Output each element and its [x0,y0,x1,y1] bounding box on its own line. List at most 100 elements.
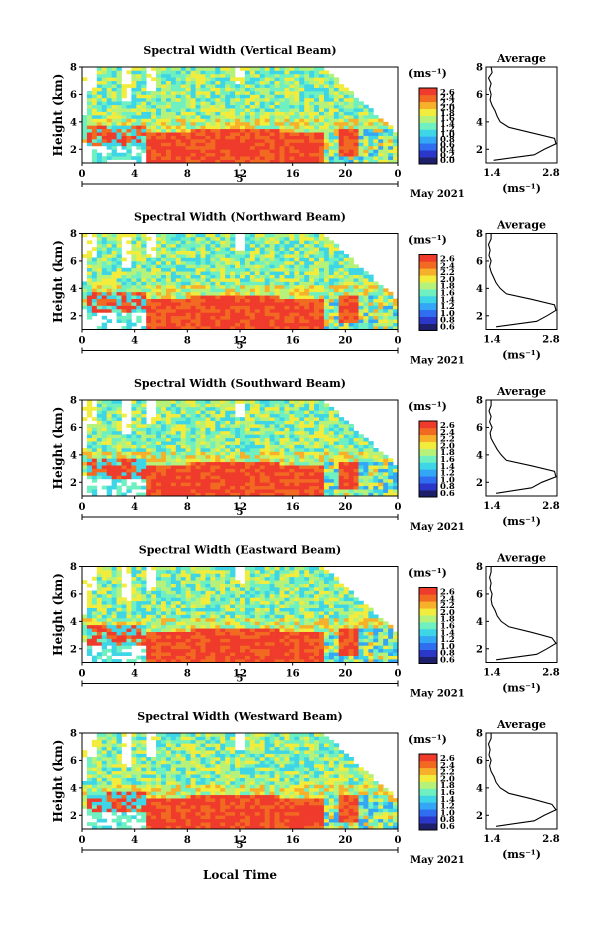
heatmap-cell [279,267,285,272]
heatmap-cell [358,312,364,317]
heatmap-cell [244,236,251,241]
heatmap-cell [200,125,206,130]
heatmap-cell [244,101,251,106]
heatmap-cell [161,257,167,262]
heatmap-cell [96,652,103,656]
heatmap-cell [91,115,98,119]
heatmap-cell [363,441,369,445]
heatmap-cell [259,159,266,164]
heatmap-cell [274,291,280,296]
heatmap-cell [328,260,335,265]
heatmap-cell [343,108,349,112]
heatmap-cell [284,319,290,323]
heatmap-cell [185,233,191,238]
heatmap-cell [200,156,206,160]
heatmap-cell [175,236,182,241]
heatmap-cell [323,267,330,272]
heatmap-cell [323,441,330,445]
heatmap-cell [210,271,216,275]
heatmap-cell [190,434,196,439]
heatmap-cell [269,288,275,293]
heatmap-cell [111,302,117,306]
heatmap-cell [254,278,261,282]
heatmap-cell [185,67,191,71]
heatmap-cell [259,420,266,425]
heatmap-cell [378,298,384,303]
heatmap-cell [309,128,315,133]
heatmap-cell [190,260,196,265]
heatmap-cell [156,482,162,487]
heatmap-cell [170,410,177,415]
heatmap-cell [136,410,142,415]
heatmap-cell [106,573,112,578]
heatmap-cell [161,250,167,255]
heatmap-cell [141,247,147,251]
heatmap-cell [368,128,374,133]
heatmap-cell [106,298,112,303]
heatmap-cell [185,424,191,428]
heatmap-cell [323,97,330,102]
heatmap-cell [96,631,103,636]
heatmap-cell [383,482,389,487]
heatmap-cell [279,305,285,310]
heatmap-cell [274,478,280,483]
heatmap-cell [141,240,147,245]
heatmap-cell [185,264,191,269]
heatmap-cell [284,305,290,310]
x-tick-label: 8 [184,502,191,513]
heatmap-cell [338,104,345,109]
heatmap-cell [161,108,167,112]
heatmap-cell [284,281,290,286]
heatmap-cell [86,645,93,650]
heatmap-cell [309,298,315,303]
heatmap-cell [319,489,325,493]
heatmap-cell [309,326,315,330]
heatmap-cell [343,424,349,428]
heatmap-cell [131,417,137,421]
heatmap-cell [91,132,98,136]
heatmap-cell [225,319,231,323]
heatmap-cell [215,142,221,147]
heatmap-cell [136,444,142,449]
heatmap-cell [205,326,211,330]
heatmap-cell [338,489,345,493]
heatmap-cell [185,132,191,136]
heatmap-cell [215,257,221,262]
heatmap-cell [205,70,211,75]
heatmap-cell [333,424,340,428]
colorbar-tick-label: 1.0 [440,130,455,140]
heatmap-cell [314,149,320,154]
heatmap-cell [106,587,112,591]
heatmap-cell [220,111,226,116]
heatmap-cell [106,302,112,306]
heatmap-cell [151,152,157,157]
heatmap-cell [240,319,246,323]
heatmap-cell [304,489,310,493]
heatmap-cell [269,430,275,435]
heatmap-cell [101,590,108,595]
heatmap-cell [205,243,211,248]
heatmap-cell [111,478,117,483]
heatmap-cell [111,427,117,432]
heatmap-cell [200,135,206,140]
heatmap-cell [190,403,196,408]
heatmap-cell [269,406,275,411]
heatmap-cell [180,87,187,92]
heatmap-cell [235,461,241,466]
heatmap-cell [205,291,211,296]
heatmap-cell [101,264,108,269]
heatmap-cell [96,406,103,411]
heatmap-cell [328,288,335,293]
heatmap-cell [244,485,251,490]
heatmap-cell [126,295,132,299]
heatmap-cell [210,305,216,310]
heatmap-cell [121,434,127,439]
heatmap-cell [378,135,384,140]
heatmap-cell [319,84,325,88]
heatmap-cell [146,97,152,102]
heatmap-cell [161,417,167,421]
heatmap-cell [225,427,231,432]
heatmap-cell [116,260,122,265]
heatmap-cell [269,101,275,106]
colorbar-tick-label: 0.8 [440,135,455,145]
